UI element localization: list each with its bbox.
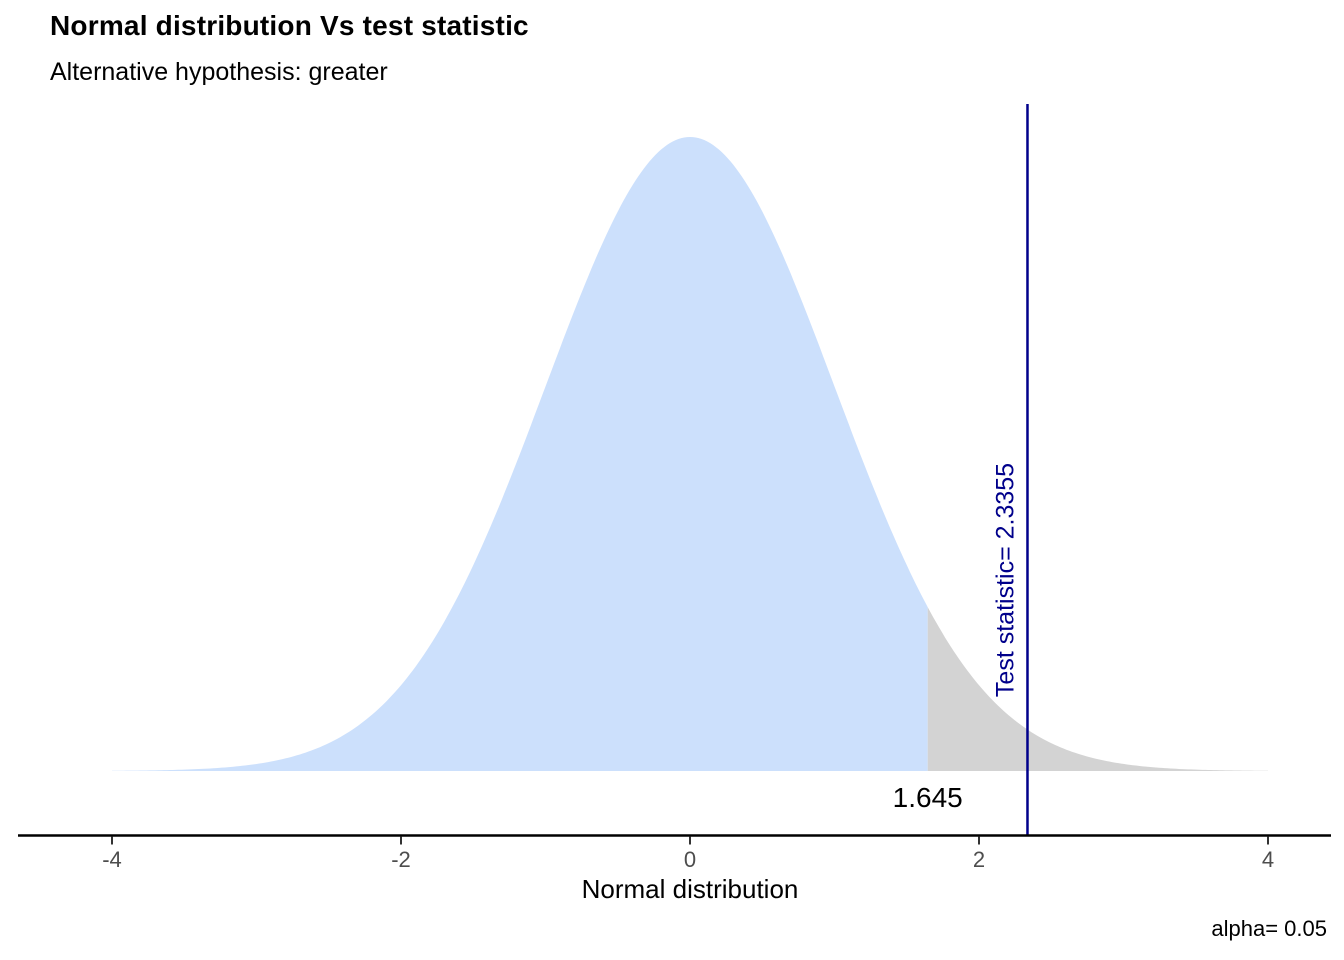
chart-title: Normal distribution Vs test statistic [50, 10, 529, 41]
alpha-annotation: alpha= 0.05 [1211, 916, 1327, 941]
rejection-tail-area [927, 607, 1268, 771]
x-tick-label: -4 [102, 847, 122, 872]
critical-value-annotation: 1.645 [892, 782, 963, 813]
x-tick-label: 0 [683, 847, 697, 872]
chart-subtitle: Alternative hypothesis: greater [50, 58, 388, 86]
x-tick-label: -2 [391, 847, 411, 872]
x-tick-label: 4 [1261, 847, 1275, 872]
x-axis-title: Normal distribution [581, 874, 799, 904]
test-statistic-annotation: Test statistic= 2.3355 [991, 462, 1020, 698]
normal-density-acceptance-area [112, 137, 928, 771]
x-tick-label: 2 [972, 847, 986, 872]
